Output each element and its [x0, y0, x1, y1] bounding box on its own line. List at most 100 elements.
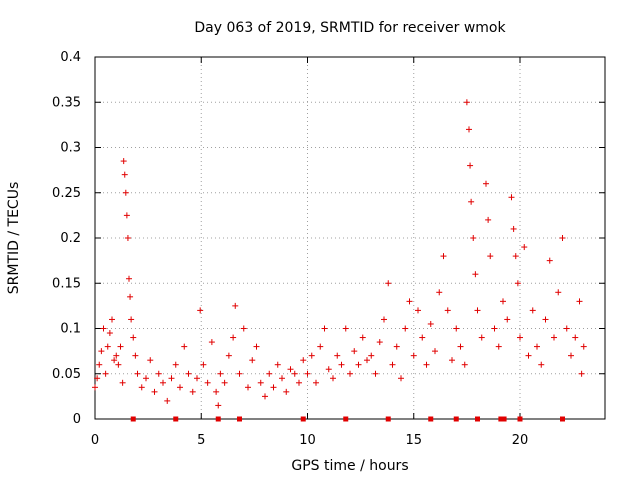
data-point	[215, 402, 222, 409]
data-point	[517, 334, 523, 341]
data-point	[151, 388, 158, 395]
data-point	[92, 384, 98, 391]
data-point	[262, 393, 268, 400]
data-point	[453, 325, 460, 332]
data-point	[168, 375, 175, 382]
y-tick-label: 0.05	[52, 367, 81, 382]
data-point	[466, 126, 472, 133]
y-tick-label: 0.4	[60, 50, 81, 65]
data-point	[240, 325, 247, 332]
data-point	[385, 280, 392, 287]
data-point	[542, 316, 549, 323]
data-point	[347, 370, 353, 377]
data-point	[510, 225, 517, 232]
data-point	[334, 352, 341, 359]
data-point	[376, 339, 383, 346]
axis-marker	[501, 416, 507, 422]
data-point	[525, 352, 532, 359]
axis-marker	[215, 416, 221, 422]
axis-marker	[237, 416, 242, 422]
data-point	[119, 379, 126, 386]
data-point	[266, 370, 273, 377]
data-point	[330, 375, 336, 382]
data-point	[115, 361, 122, 368]
data-point	[325, 366, 332, 373]
data-point	[111, 357, 118, 364]
data-point	[495, 343, 502, 350]
data-point	[100, 325, 107, 332]
x-tick-label: 20	[512, 433, 529, 448]
axis-ticks: 0 0.05 0.1 0.15 0.2 0.25 0.3 0.35 0.4 0 5 10 15 20	[52, 50, 605, 448]
data-point	[138, 384, 145, 391]
data-point	[555, 289, 562, 296]
data-point	[120, 158, 127, 165]
data-point	[96, 361, 103, 368]
data-point	[128, 316, 135, 323]
axis-marker	[428, 416, 434, 422]
data-point	[461, 361, 468, 368]
data-point	[423, 361, 430, 368]
axis-marker	[498, 416, 504, 422]
x-tick-label: 0	[91, 433, 99, 448]
data-point	[449, 357, 455, 364]
data-point	[287, 366, 294, 373]
data-point	[221, 379, 228, 386]
data-point	[415, 307, 421, 314]
data-point	[304, 370, 311, 377]
data-point	[393, 343, 400, 350]
data-point	[106, 330, 113, 337]
data-point	[230, 334, 237, 341]
data-point	[317, 343, 324, 350]
data-point	[189, 388, 196, 395]
data-point	[200, 361, 207, 368]
data-point	[213, 388, 220, 395]
data-points	[92, 99, 587, 409]
axis-markers	[130, 416, 565, 422]
data-point	[321, 325, 328, 332]
data-point	[467, 162, 474, 169]
data-point	[134, 370, 141, 377]
x-tick-label: 5	[197, 433, 205, 448]
data-point	[440, 253, 447, 260]
data-point	[351, 348, 358, 355]
y-tick-label: 0.2	[60, 231, 81, 246]
data-point	[406, 298, 413, 305]
data-point	[551, 334, 557, 341]
data-point	[419, 334, 426, 341]
y-tick-label: 0.15	[52, 276, 81, 291]
data-point	[117, 343, 124, 350]
axis-marker	[453, 416, 459, 422]
data-point	[389, 361, 396, 368]
data-point	[504, 316, 511, 323]
data-point	[147, 357, 154, 364]
data-point	[126, 275, 132, 282]
data-point	[313, 379, 319, 386]
data-point	[468, 198, 475, 205]
data-point	[308, 352, 315, 359]
data-point	[563, 325, 570, 332]
data-point	[279, 375, 285, 382]
data-point	[576, 298, 583, 305]
data-point	[300, 357, 307, 364]
data-point	[132, 352, 139, 359]
x-axis-label: GPS time / hours	[291, 458, 408, 474]
data-point	[204, 379, 211, 386]
data-point	[372, 370, 379, 377]
data-point	[143, 375, 149, 382]
data-point	[432, 348, 438, 355]
data-point	[98, 348, 105, 355]
data-point	[529, 307, 536, 314]
data-point	[534, 343, 540, 350]
data-point	[568, 352, 574, 359]
data-point	[113, 352, 120, 359]
data-point	[402, 325, 409, 332]
data-point	[483, 180, 489, 187]
data-point	[381, 316, 387, 323]
data-point	[232, 302, 239, 309]
axis-marker	[300, 416, 306, 422]
data-point	[427, 320, 434, 327]
axis-marker	[173, 416, 179, 422]
data-point	[474, 307, 481, 314]
data-point	[368, 352, 375, 359]
data-point	[470, 235, 477, 241]
